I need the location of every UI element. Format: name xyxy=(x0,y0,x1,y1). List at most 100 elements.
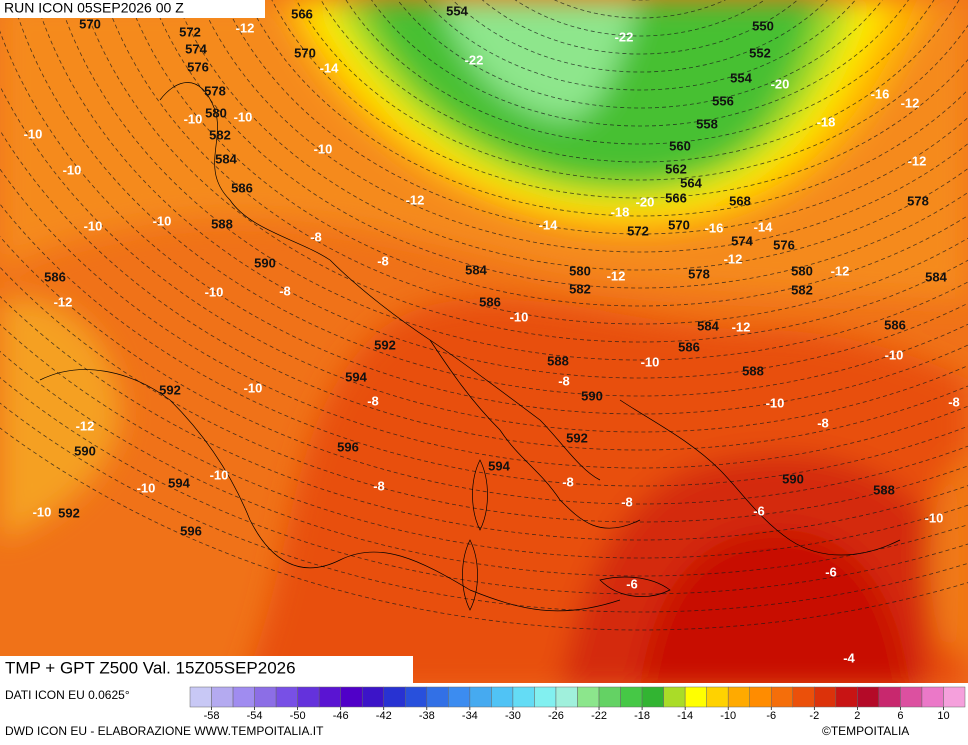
legend-swatch xyxy=(598,686,621,708)
temperature-label: -8 xyxy=(621,494,633,509)
legend-swatch xyxy=(663,686,686,708)
source-label: DATI ICON EU 0.0625° xyxy=(5,688,130,702)
height-label: 590 xyxy=(74,443,96,458)
contour-line xyxy=(0,295,968,541)
temperature-label: -10 xyxy=(210,467,229,482)
temperature-label: -8 xyxy=(310,229,322,244)
temperature-label: -8 xyxy=(279,283,291,298)
height-label: 584 xyxy=(215,151,237,166)
temperature-label: -8 xyxy=(948,394,960,409)
temperature-label: -10 xyxy=(184,111,203,126)
map: 566 554 550 570 572 574 576 570 552 554 578 556 580 5… xyxy=(0,0,968,683)
legend-swatch xyxy=(361,686,385,708)
legend-tick-label: -10 xyxy=(720,710,736,722)
temperature-label: -10 xyxy=(84,218,103,233)
legend-swatch xyxy=(878,686,901,708)
legend-swatch xyxy=(727,686,750,708)
height-label: 584 xyxy=(925,269,947,284)
height-label: 578 xyxy=(688,266,710,281)
temperature-label: -14 xyxy=(754,219,774,234)
legend-swatch xyxy=(684,686,707,708)
height-label: 588 xyxy=(873,482,895,497)
temperature-label: -12 xyxy=(732,319,751,334)
temperature-label: -12 xyxy=(76,418,95,433)
height-label: 582 xyxy=(791,282,813,297)
contour-line xyxy=(0,402,968,613)
contour-line xyxy=(0,129,968,451)
legend-tick-label: -30 xyxy=(505,710,521,722)
height-label: 560 xyxy=(669,138,691,153)
legend-tick-label: 2 xyxy=(854,710,860,722)
legend-swatch xyxy=(275,686,298,708)
contour-line xyxy=(424,0,856,91)
height-label: 592 xyxy=(159,382,181,397)
legend-swatch xyxy=(383,686,406,708)
height-label: 588 xyxy=(547,353,569,368)
title-box xyxy=(0,656,413,683)
height-label: 582 xyxy=(209,127,231,142)
temperature-label: -12 xyxy=(406,192,425,207)
height-label: 564 xyxy=(680,175,702,190)
temperature-field xyxy=(0,0,968,683)
contour-line xyxy=(514,0,766,37)
height-label: 562 xyxy=(665,161,687,176)
legend-tick-label: -50 xyxy=(290,710,306,722)
legend-tick-label: -46 xyxy=(333,710,349,722)
temperature-label: -8 xyxy=(373,478,385,493)
legend-swatch xyxy=(469,686,492,708)
map-title: TMP + GPT Z500 Val. 15Z05SEP2026 xyxy=(5,658,296,677)
run-box xyxy=(0,0,265,18)
coastlines xyxy=(39,82,901,612)
height-label: 588 xyxy=(742,363,764,378)
temperature-label: -12 xyxy=(831,263,850,278)
temperature-label: -10 xyxy=(205,284,224,299)
height-label: 588 xyxy=(211,216,233,231)
legend-tick-label: -18 xyxy=(634,710,650,722)
legend-swatch xyxy=(706,686,729,708)
height-label: 580 xyxy=(791,263,813,278)
temperature-label: -12 xyxy=(908,153,927,168)
legend-swatch xyxy=(577,686,600,708)
contour-line xyxy=(0,203,968,487)
height-label: 558 xyxy=(696,116,718,131)
temperature-label: -6 xyxy=(753,503,765,518)
temperature-label: -8 xyxy=(367,393,379,408)
contour-line xyxy=(320,0,960,163)
height-label: 594 xyxy=(168,475,190,490)
legend-tick-label: -38 xyxy=(419,710,435,722)
height-label: 556 xyxy=(712,93,734,108)
height-label: 568 xyxy=(729,193,751,208)
height-label: 586 xyxy=(479,294,501,309)
color-legend: -58 -54 -50 -46 -42 -38 -34 -30 -26 -22 -18 -14 -10-… xyxy=(189,686,966,722)
temperature-label: -16 xyxy=(705,220,724,235)
height-label: 552 xyxy=(749,45,771,60)
height-label: 574 xyxy=(185,41,207,56)
legend-swatch xyxy=(814,686,837,708)
height-label: 592 xyxy=(566,430,588,445)
legend-swatch xyxy=(297,686,320,708)
height-label: 578 xyxy=(204,83,226,98)
height-label: 590 xyxy=(782,471,804,486)
height-label: 582 xyxy=(569,281,591,296)
temperature-label: -4 xyxy=(843,650,855,665)
legend-tick-label: -6 xyxy=(766,710,776,722)
temperature-label: -8 xyxy=(558,373,570,388)
temperature-label: -8 xyxy=(562,474,574,489)
height-label: 586 xyxy=(44,269,66,284)
temperature-label: -6 xyxy=(626,576,638,591)
legend-tick-label: -34 xyxy=(462,710,478,722)
credit-label: DWD ICON EU - ELABORAZIONE WWW.TEMPOITAL… xyxy=(5,724,324,738)
contour-line xyxy=(271,0,968,199)
height-label: 596 xyxy=(180,523,202,538)
height-label: 572 xyxy=(179,24,201,39)
temperature-label: -14 xyxy=(320,60,340,75)
height-contours xyxy=(0,0,968,631)
height-label: 566 xyxy=(665,190,687,205)
contour-line xyxy=(152,0,968,289)
temperature-label: -12 xyxy=(54,294,73,309)
temperature-label: -14 xyxy=(539,217,559,232)
height-label: 578 xyxy=(907,193,929,208)
height-label: 570 xyxy=(668,217,690,232)
legend-swatch xyxy=(792,686,815,708)
